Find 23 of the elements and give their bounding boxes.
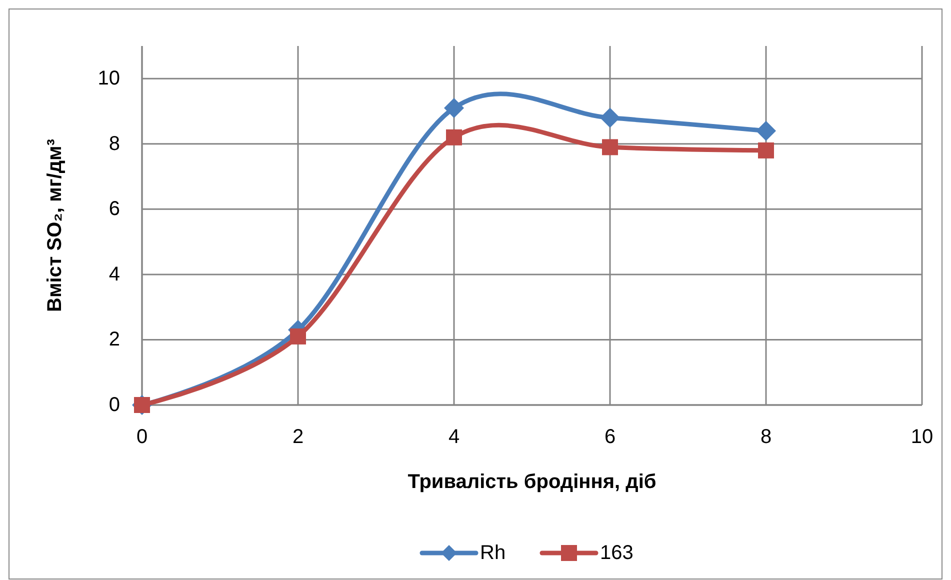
y-tick-label: 2 (108, 328, 120, 351)
y-tick-label: 10 (98, 68, 120, 90)
x-axis-title: Тривалість бродіння, діб (408, 471, 656, 493)
legend-label: Rh (480, 542, 506, 564)
point (602, 139, 618, 156)
x-tick-label: 0 (136, 426, 148, 448)
point (758, 142, 774, 158)
x-tick-label: 10 (910, 426, 934, 448)
x-tick-label: 6 (604, 426, 616, 448)
point (290, 328, 306, 344)
point (444, 98, 464, 118)
y-tick-label: 0 (108, 394, 120, 416)
x-tick-label: 4 (448, 426, 460, 448)
y-tick-label: 6 (108, 198, 120, 220)
y-tick-label: 4 (108, 263, 120, 286)
legend-label: 163 (600, 542, 634, 564)
x-tick-label: 2 (292, 426, 304, 448)
y-tick-label: 8 (108, 132, 120, 155)
point (756, 120, 776, 141)
point (446, 129, 462, 146)
point (600, 108, 620, 128)
y-axis-title: Вміст SO₂, мг/дм³ (44, 138, 66, 312)
x-tick-label: 8 (760, 426, 772, 448)
